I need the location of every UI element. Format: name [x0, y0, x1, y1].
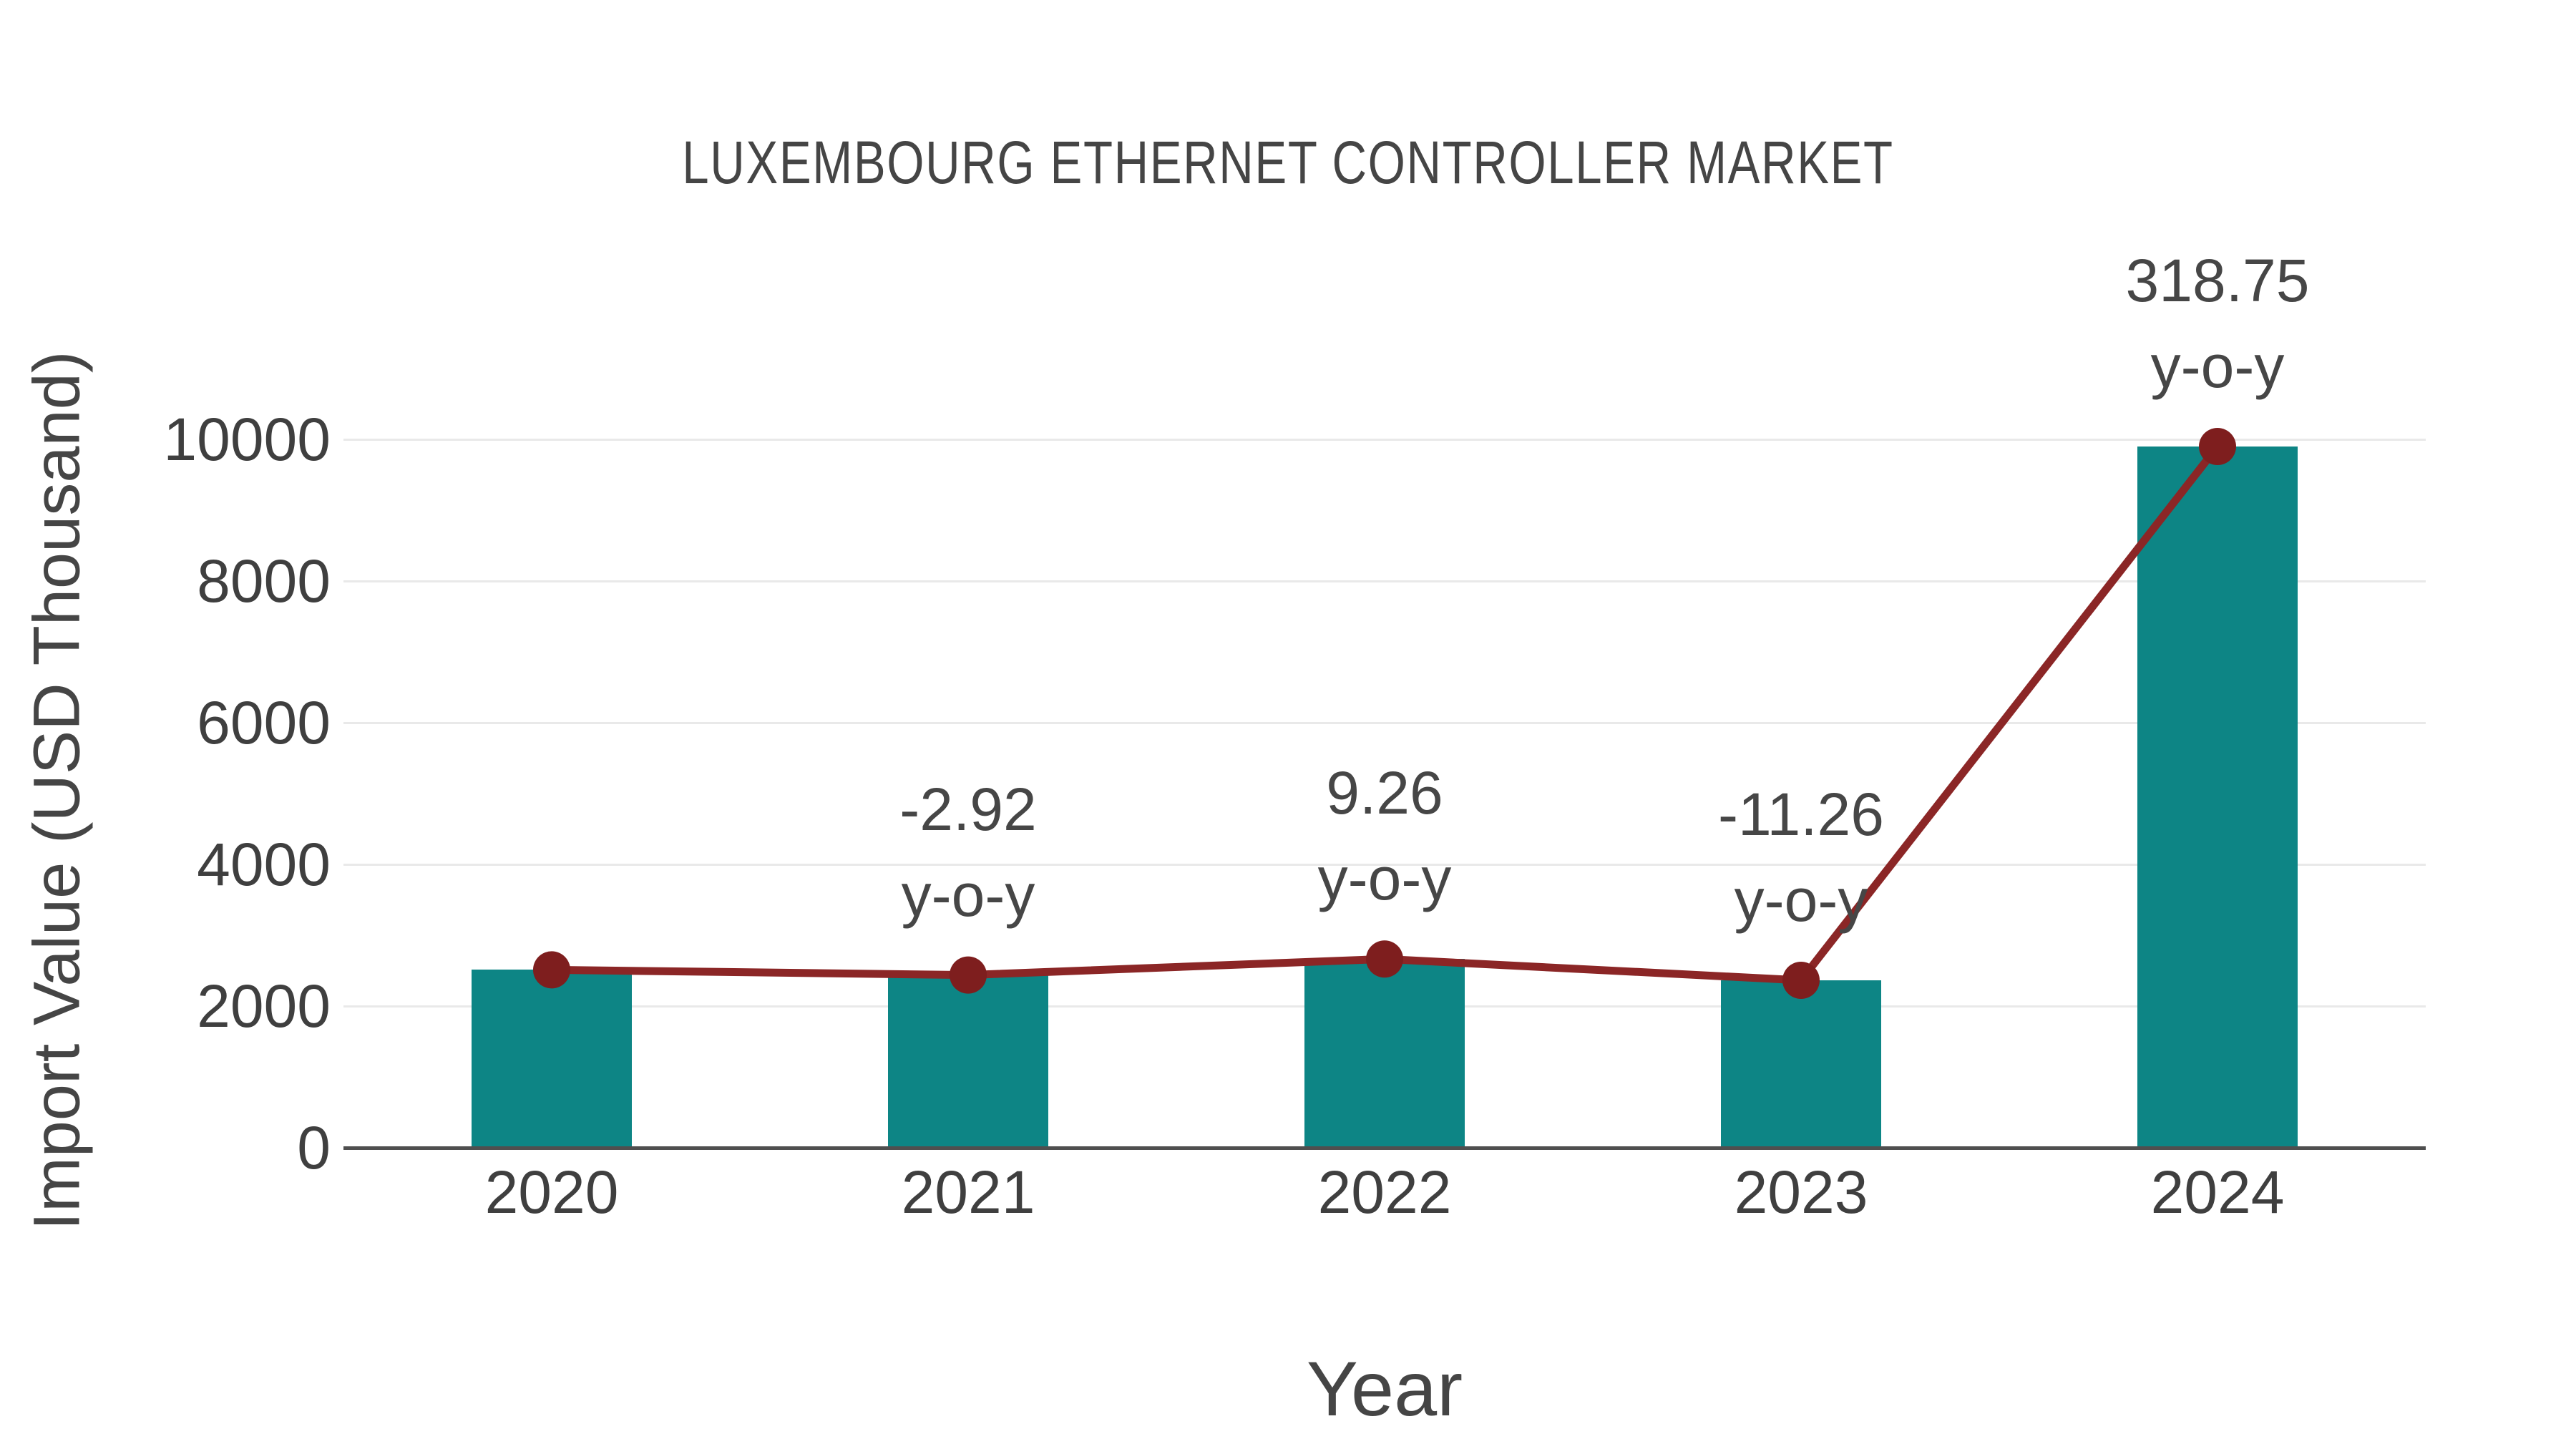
- yoy-label: y-o-y: [1734, 866, 1868, 934]
- yoy-value: 9.26: [1326, 759, 1443, 827]
- yoy-label: y-o-y: [2150, 332, 2285, 400]
- bar-2024: [2137, 446, 2298, 1148]
- gridline-6000: [343, 721, 2426, 724]
- y-tick-label-0: 0: [297, 1114, 331, 1181]
- data-point-marker-2022: [1366, 940, 1403, 978]
- yoy-label: y-o-y: [901, 861, 1035, 929]
- data-point-marker-2023: [1782, 961, 1820, 999]
- data-point-marker-2024: [2199, 427, 2236, 465]
- x-tick-label-2024: 2024: [2150, 1158, 2285, 1226]
- y-tick-label-8000: 8000: [197, 547, 331, 615]
- y-tick-label-6000: 6000: [197, 689, 331, 756]
- data-point-marker-2020: [533, 951, 570, 989]
- y-tick-label-4000: 4000: [197, 831, 331, 898]
- yoy-annotation-2023: -11.26 y-o-y: [1718, 771, 1884, 943]
- y-tick-label-10000: 10000: [163, 406, 331, 473]
- x-axis-title: Year: [1306, 1345, 1463, 1432]
- gridline-10000: [343, 438, 2426, 441]
- x-tick-label-2020: 2020: [484, 1158, 619, 1226]
- x-axis-line: [343, 1146, 2426, 1150]
- yoy-annotation-2022: 9.26 y-o-y: [1318, 750, 1452, 922]
- x-tick-label-2023: 2023: [1734, 1158, 1868, 1226]
- yoy-label: y-o-y: [1317, 845, 1452, 913]
- y-tick-label-2000: 2000: [197, 972, 331, 1040]
- yoy-value: -2.92: [899, 775, 1037, 843]
- gridline-4000: [343, 863, 2426, 866]
- x-tick-label-2021: 2021: [901, 1158, 1035, 1226]
- yoy-annotation-2024: 318.75 y-o-y: [2126, 238, 2310, 409]
- yoy-value: 318.75: [2125, 246, 2310, 314]
- yoy-value: -11.26: [1718, 780, 1884, 848]
- bar-2020: [472, 970, 632, 1148]
- chart-title: LUXEMBOURG ETHERNET CONTROLLER MARKET: [682, 129, 1894, 196]
- yoy-annotation-2021: -2.92 y-o-y: [899, 766, 1036, 938]
- bar-2021: [888, 975, 1048, 1148]
- bar-2022: [1304, 959, 1465, 1148]
- bar-2023: [1721, 980, 1881, 1148]
- gridline-8000: [343, 580, 2426, 582]
- data-point-marker-2021: [950, 956, 987, 994]
- x-tick-label-2022: 2022: [1317, 1158, 1452, 1226]
